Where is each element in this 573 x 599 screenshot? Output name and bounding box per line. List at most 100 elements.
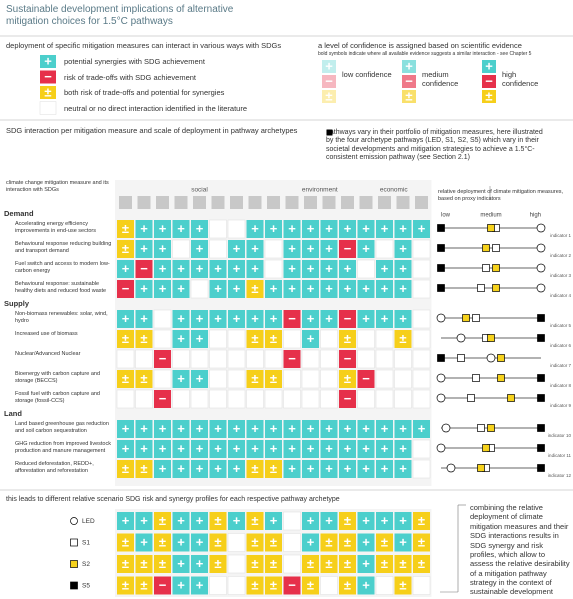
cell-symbol: ±: [307, 556, 314, 571]
cell-symbol: +: [307, 261, 315, 276]
indicator-label: indicator 9: [550, 403, 571, 408]
cell: [302, 460, 319, 478]
cell: [412, 259, 431, 279]
cell: [209, 533, 227, 552]
cell: [135, 240, 153, 258]
cell: [283, 389, 301, 409]
measure-label: Reduced deforestation, REDD+, afforestat…: [15, 461, 94, 474]
cell: [117, 370, 134, 388]
cell-symbol: +: [159, 441, 167, 456]
cell-symbol: +: [362, 421, 370, 436]
sdg-icon: [193, 196, 206, 209]
deployment-marker: [482, 244, 490, 252]
sdg-icon: [174, 196, 188, 209]
cell: [265, 533, 282, 552]
measure-header: climate change mitigation measure and it…: [6, 180, 109, 193]
cell: [265, 420, 282, 438]
legend-text: risk of trade-offs with SDG achievement: [64, 72, 196, 82]
deployment-marker: [457, 354, 465, 362]
cell: [375, 329, 394, 349]
cell: [320, 389, 338, 409]
cell-symbol: +: [233, 421, 241, 436]
group-label: social: [191, 187, 208, 194]
cell: [413, 555, 430, 573]
cell: [117, 260, 134, 278]
cell: [413, 420, 430, 438]
cell: [154, 350, 171, 368]
cell: [116, 349, 135, 369]
cell: [376, 460, 393, 478]
cell-symbol: +: [251, 261, 259, 276]
cell-symbol: +: [288, 221, 296, 236]
cell: [135, 460, 153, 478]
cell-symbol: +: [325, 281, 333, 296]
cell-symbol: ±: [214, 556, 221, 571]
cell-symbol: +: [177, 461, 185, 476]
cell: [320, 555, 338, 573]
cell: [322, 90, 336, 103]
cell-symbol: +: [307, 513, 315, 528]
cell-symbol: +: [233, 241, 241, 256]
deployment-marker: [472, 374, 480, 382]
cell: [246, 460, 264, 478]
cell-symbol: +: [288, 281, 296, 296]
cell: [191, 420, 208, 438]
cell: [135, 533, 153, 552]
cell-symbol: +: [307, 241, 315, 256]
cell: [482, 90, 496, 103]
cell-symbol: +: [233, 281, 241, 296]
cell-symbol: +: [177, 261, 185, 276]
deployment-marker: [487, 334, 495, 342]
cell: [412, 329, 431, 349]
cell: [154, 220, 171, 238]
cell: [172, 349, 190, 369]
indicator-label: indicator 7: [550, 363, 571, 368]
deployment-marker: [437, 244, 445, 252]
cell-symbol: +: [122, 311, 130, 326]
cell-symbol: −: [344, 311, 352, 326]
measure-label: Land based greenhouse gas reduction and …: [15, 421, 109, 434]
cell: [264, 259, 283, 279]
cell: [376, 310, 393, 328]
cell-symbol: −: [159, 577, 167, 592]
cell-symbol: +: [381, 221, 389, 236]
cell: [320, 512, 338, 530]
cell-symbol: +: [251, 441, 259, 456]
cell-symbol: +: [177, 331, 185, 346]
sdg-icon: [156, 196, 169, 209]
cell: [301, 389, 320, 409]
cell: [283, 280, 301, 298]
cell: [135, 280, 153, 298]
deployment-marker: [441, 423, 451, 433]
sdg-icon: [230, 196, 243, 209]
archetype-name: LED: [427, 137, 442, 145]
cell: [357, 310, 375, 328]
matrix-heading: SDG interaction per mitigation measure a…: [6, 126, 298, 135]
cell: [191, 310, 208, 328]
cell-symbol: +: [177, 534, 185, 549]
confidence-label: high confidence: [502, 70, 539, 88]
cell: [191, 240, 208, 258]
cell: [117, 280, 134, 298]
cell-symbol: ±: [159, 534, 166, 549]
cell: [339, 220, 356, 238]
cell: [265, 330, 282, 348]
cell-symbol: +: [325, 461, 333, 476]
indicator-label: indicator 11: [548, 453, 571, 458]
cell: [339, 370, 356, 388]
cell-symbol: +: [270, 421, 278, 436]
cell: [191, 533, 208, 552]
cell-symbol: +: [251, 421, 259, 436]
archetype-symbol: [326, 129, 333, 136]
cell-symbol: +: [381, 311, 389, 326]
cell-symbol: +: [381, 461, 389, 476]
cell: [265, 512, 282, 530]
deployment-marker: [537, 464, 545, 472]
measure-label: Behavioural response: sustainable health…: [15, 281, 107, 294]
deployment-marker: [477, 284, 485, 292]
cell-symbol: +: [418, 421, 426, 436]
cell: [209, 219, 227, 239]
deployment-tick: medium: [480, 213, 501, 219]
indicator-label: indicator 12: [548, 473, 572, 478]
cell-symbol: ±: [307, 577, 314, 592]
